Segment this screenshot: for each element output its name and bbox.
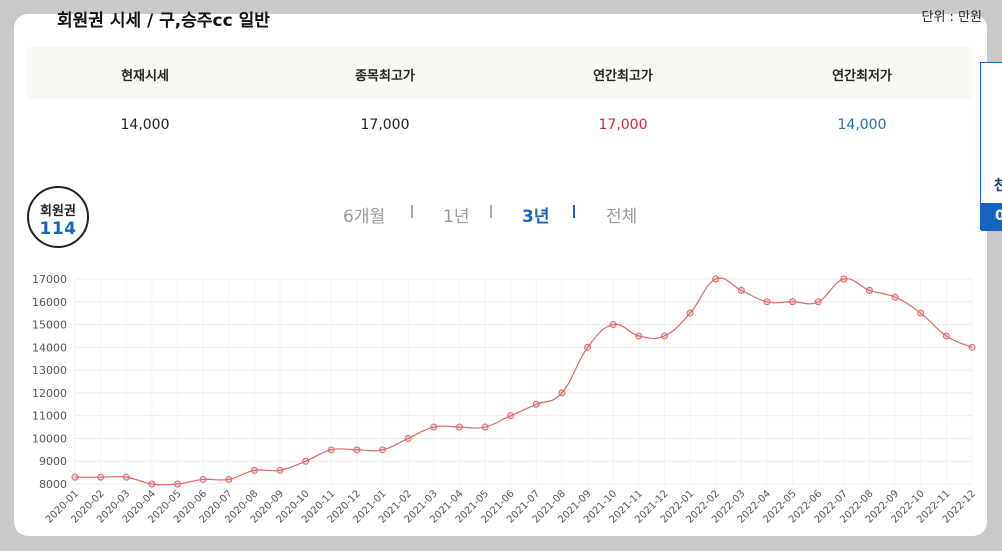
data-point[interactable] xyxy=(789,298,797,306)
stat-value-current: 14,000 xyxy=(120,117,170,133)
tab-separator xyxy=(573,205,575,218)
data-point[interactable] xyxy=(302,457,310,465)
data-point[interactable] xyxy=(968,343,976,351)
stat-value-alltime-high: 17,000 xyxy=(360,117,410,133)
data-point[interactable] xyxy=(276,466,284,474)
badge-number: 114 xyxy=(39,219,77,239)
data-point[interactable] xyxy=(660,332,668,340)
data-point[interactable] xyxy=(97,473,105,481)
data-point[interactable] xyxy=(737,286,745,294)
unit-label: 단위 : 만원 xyxy=(921,10,983,25)
page-title: 회원권 시세 / 구,승주cc 일반 xyxy=(57,11,270,31)
tab-separator xyxy=(490,205,492,218)
y-tick-label: 16000 xyxy=(32,296,67,309)
side-panel-button[interactable]: 0 xyxy=(981,203,1002,231)
stat-label-annual-low: 연간최저가 xyxy=(832,69,892,84)
data-point[interactable] xyxy=(404,434,412,442)
tab-1-year[interactable]: 1년 xyxy=(443,207,470,227)
data-point[interactable] xyxy=(635,332,643,340)
side-panel-button-label: 0 xyxy=(995,208,1002,224)
series-line xyxy=(74,277,973,486)
stat-label-alltime-high: 종목최고가 xyxy=(355,69,415,84)
data-point[interactable] xyxy=(840,275,848,283)
tab-3-years[interactable]: 3년 xyxy=(522,207,550,227)
data-point[interactable] xyxy=(609,321,617,329)
data-point[interactable] xyxy=(507,412,515,420)
y-tick-label: 14000 xyxy=(32,341,67,354)
stat-value-annual-low: 14,000 xyxy=(837,117,887,133)
data-point[interactable] xyxy=(814,298,822,306)
stats-header-row xyxy=(27,47,973,99)
stat-value-annual-high: 17,000 xyxy=(598,117,648,133)
y-tick-label: 10000 xyxy=(32,432,67,445)
stat-label-annual-high: 연간최고가 xyxy=(593,69,653,84)
data-point[interactable] xyxy=(917,309,925,317)
data-point[interactable] xyxy=(481,423,489,431)
data-point[interactable] xyxy=(532,400,540,408)
stat-label-current: 현재시세 xyxy=(121,69,169,84)
side-panel[interactable]: 천 0 xyxy=(980,62,1002,231)
data-point[interactable] xyxy=(71,473,79,481)
y-tick-label: 12000 xyxy=(32,387,67,400)
data-point[interactable] xyxy=(122,473,130,481)
y-tick-label: 9000 xyxy=(39,455,67,468)
side-panel-text: 천 xyxy=(994,178,1002,194)
price-card xyxy=(14,14,987,536)
data-point[interactable] xyxy=(712,275,720,283)
y-tick-label: 17000 xyxy=(32,273,67,286)
data-point[interactable] xyxy=(250,466,258,474)
data-point[interactable] xyxy=(891,293,899,301)
data-point[interactable] xyxy=(942,332,950,340)
data-point[interactable] xyxy=(686,309,694,317)
data-point[interactable] xyxy=(379,446,387,454)
data-point[interactable] xyxy=(455,423,463,431)
data-point[interactable] xyxy=(199,475,207,483)
y-tick-label: 11000 xyxy=(32,410,67,423)
y-tick-label: 13000 xyxy=(32,364,67,377)
badge-text: 회원권 xyxy=(40,204,76,219)
tab-all[interactable]: 전체 xyxy=(606,207,638,227)
tab-6-months[interactable]: 6개월 xyxy=(343,207,386,227)
tab-separator xyxy=(411,205,413,218)
brand-badge-logo: 회원권 114 xyxy=(27,186,89,248)
data-point[interactable] xyxy=(584,343,592,351)
y-tick-label: 15000 xyxy=(32,319,67,332)
data-point[interactable] xyxy=(327,446,335,454)
data-point[interactable] xyxy=(174,480,182,488)
data-point[interactable] xyxy=(353,446,361,454)
data-point[interactable] xyxy=(148,480,156,488)
y-tick-label: 8000 xyxy=(39,478,67,491)
data-point[interactable] xyxy=(430,423,438,431)
data-point[interactable] xyxy=(558,389,566,397)
data-point[interactable] xyxy=(763,298,771,306)
data-point[interactable] xyxy=(225,475,233,483)
data-point[interactable] xyxy=(865,286,873,294)
